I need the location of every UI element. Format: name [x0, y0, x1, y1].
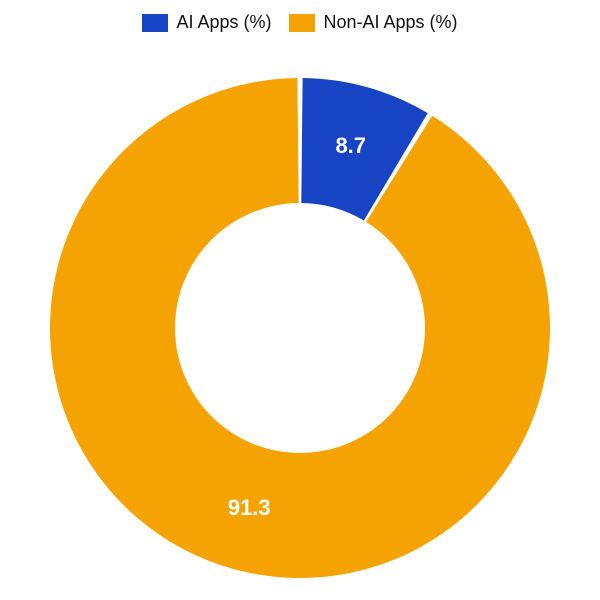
legend-label-ai: AI Apps (%) [176, 12, 271, 33]
legend-swatch-ai [142, 14, 168, 32]
donut-svg: 8.7 91.3 [30, 58, 570, 598]
legend-label-non-ai: Non-AI Apps (%) [323, 12, 457, 33]
donut-slice [50, 78, 550, 578]
legend-item-non-ai: Non-AI Apps (%) [289, 12, 457, 33]
slice-value-label: 91.3 [228, 494, 271, 519]
legend-item-ai: AI Apps (%) [142, 12, 271, 33]
chart-legend: AI Apps (%) Non-AI Apps (%) [0, 12, 600, 33]
donut-chart: 8.7 91.3 [0, 55, 600, 600]
slice-value-label: 8.7 [335, 132, 366, 157]
legend-swatch-non-ai [289, 14, 315, 32]
